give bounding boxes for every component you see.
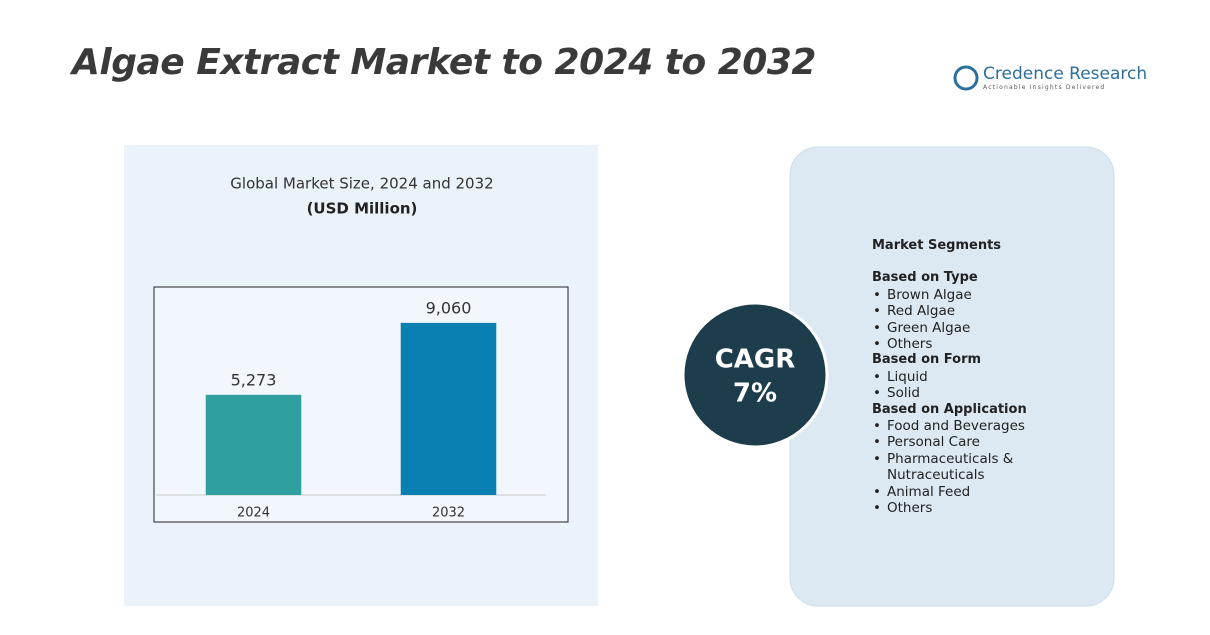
- logo-icon: [953, 65, 979, 91]
- segment-item: Animal Feed: [872, 484, 1032, 501]
- segment-heading: Based on Type: [872, 270, 978, 286]
- cagr-circle: [681, 301, 829, 449]
- segment-heading: Based on Application: [872, 401, 1027, 417]
- chart-title: Global Market Size, 2024 and 2032: [230, 175, 493, 193]
- value-label: 9,060: [426, 298, 472, 317]
- segment-item: Green Algae: [872, 320, 1032, 337]
- segment-item: Personal Care: [872, 434, 1032, 451]
- logo-tagline: Actionable Insights Delivered: [983, 84, 1106, 91]
- cagr-label: CAGR: [715, 345, 796, 375]
- cagr-value: 7%: [733, 379, 777, 409]
- segment-item: Pharmaceuticals & Nutraceuticals: [872, 451, 1032, 484]
- segment-item: Red Algae: [872, 303, 1032, 320]
- segment-item: Liquid: [872, 369, 1032, 386]
- bar: [205, 394, 302, 495]
- x-tick-label: 2032: [432, 506, 465, 521]
- segment-heading: Based on Form: [872, 352, 982, 368]
- segment-item: Food and Beverages: [872, 418, 1032, 435]
- segment-item: Others: [872, 500, 1032, 517]
- segment-item: Brown Algae: [872, 287, 1032, 304]
- segment-item: Solid: [872, 385, 1032, 402]
- segments: Market Segments Based on TypeBrown Algae…: [872, 238, 1032, 517]
- chart-subtitle: (USD Million): [307, 200, 418, 218]
- segment-item: Others: [872, 336, 1032, 353]
- x-tick-label: 2024: [237, 506, 270, 521]
- title: Algae Extract Market to 2024 to 2032: [72, 42, 816, 83]
- chart-panel: [124, 145, 598, 606]
- segments-title: Market Segments: [872, 238, 1002, 253]
- logo-name: Credence Research: [983, 64, 1148, 84]
- value-label: 5,273: [231, 370, 277, 389]
- bar: [400, 322, 497, 495]
